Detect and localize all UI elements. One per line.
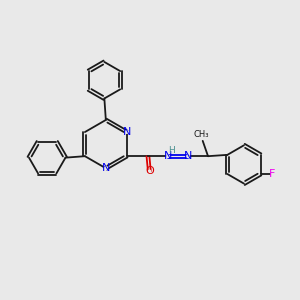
- Circle shape: [105, 167, 107, 170]
- Circle shape: [187, 155, 189, 158]
- Circle shape: [148, 170, 151, 173]
- Circle shape: [125, 131, 128, 133]
- Circle shape: [167, 155, 169, 158]
- Text: N: N: [184, 151, 192, 161]
- Text: H: H: [168, 146, 175, 155]
- Text: N: N: [123, 127, 131, 137]
- Text: N: N: [164, 151, 172, 161]
- Text: F: F: [268, 169, 275, 179]
- Text: O: O: [145, 167, 154, 176]
- Text: N: N: [102, 163, 110, 173]
- Text: CH₃: CH₃: [194, 130, 209, 139]
